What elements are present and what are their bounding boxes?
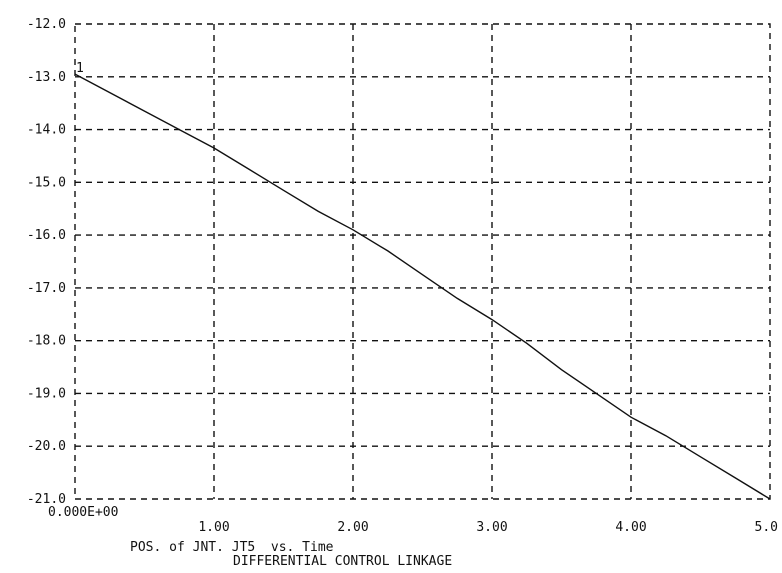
x-tick-label: 5.0 <box>755 520 778 535</box>
grid-lines <box>75 24 770 499</box>
y-tick-label: -17.0 <box>27 281 66 296</box>
series-line-jt5 <box>74 73 771 500</box>
x-tick-label: 0.000E+00 <box>48 505 118 520</box>
chart-subtitle: DIFFERENTIAL CONTROL LINKAGE <box>233 554 452 569</box>
y-tick-label: -12.0 <box>27 17 66 32</box>
y-tick-label: -16.0 <box>27 228 66 243</box>
y-tick-label: -19.0 <box>27 386 66 401</box>
x-tick-label: 4.00 <box>615 520 646 535</box>
x-tick-label: 1.00 <box>198 520 229 535</box>
y-tick-label: -21.0 <box>27 492 66 507</box>
y-tick-labels: -12.0 -13.0 -14.0 -15.0 -16.0 -17.0 -18.0 -19.0… <box>27 17 66 507</box>
y-tick-label: -14.0 <box>27 123 66 138</box>
x-tick-label: 3.00 <box>476 520 507 535</box>
y-tick-label: -15.0 <box>27 175 66 190</box>
x-tick-label: 2.00 <box>337 520 368 535</box>
chart-title: POS. of JNT. JT5 vs. Time <box>130 540 334 555</box>
y-tick-label: -18.0 <box>27 334 66 349</box>
series-marker-label: 1 <box>76 61 84 76</box>
plot-frame <box>74 23 771 500</box>
y-tick-label: -20.0 <box>27 439 66 454</box>
x-tick-labels: 0.000E+00 1.00 2.00 3.00 4.00 5.0 <box>48 505 778 535</box>
y-tick-label: -13.0 <box>27 70 66 85</box>
